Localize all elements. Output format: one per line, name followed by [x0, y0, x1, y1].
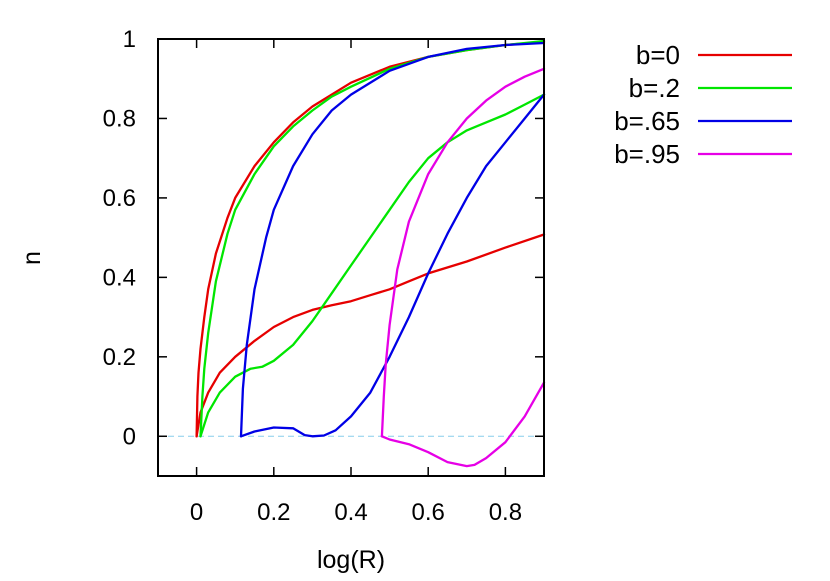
x-tick-label: 0.6 — [412, 499, 445, 526]
series-3-curve-1 — [239, 41, 546, 438]
y-tick-label: 0.8 — [103, 105, 136, 132]
legend-label: b=0 — [636, 40, 680, 70]
x-axis-label: log(R) — [317, 546, 385, 574]
series-2-curve-2 — [199, 93, 546, 438]
x-tick-label: 0 — [190, 499, 203, 526]
legend: b=0b=.2b=.65b=.95 — [614, 40, 792, 169]
y-tick-label: 0.4 — [103, 264, 136, 291]
series-3-curve-2 — [239, 93, 546, 438]
x-tick-label: 0.2 — [257, 499, 290, 526]
series-2 — [199, 39, 546, 438]
legend-label: b=.65 — [614, 106, 680, 136]
y-tick-label: 1 — [123, 26, 136, 53]
plot-area — [158, 39, 546, 468]
y-tick-label: 0 — [123, 423, 136, 450]
series-3 — [239, 41, 546, 438]
x-tick-label: 0.8 — [489, 499, 522, 526]
legend-label: b=.2 — [629, 73, 680, 103]
series-2-curve-1 — [199, 39, 546, 438]
legend-label: b=.95 — [614, 139, 680, 169]
plot-frame — [157, 38, 545, 477]
x-tick-label: 0.4 — [334, 499, 367, 526]
y-axis-label: n — [18, 251, 46, 265]
y-tick-label: 0.6 — [103, 185, 136, 212]
y-tick-label: 0.2 — [103, 344, 136, 371]
axis-ticks: 0 0.2 0.4 0.6 0.8 0 0.2 0.4 0.6 0.8 1 — [103, 26, 544, 526]
series-4-curve-1 — [380, 67, 546, 438]
series-4 — [380, 67, 546, 468]
series-4-curve-2 — [380, 381, 546, 468]
